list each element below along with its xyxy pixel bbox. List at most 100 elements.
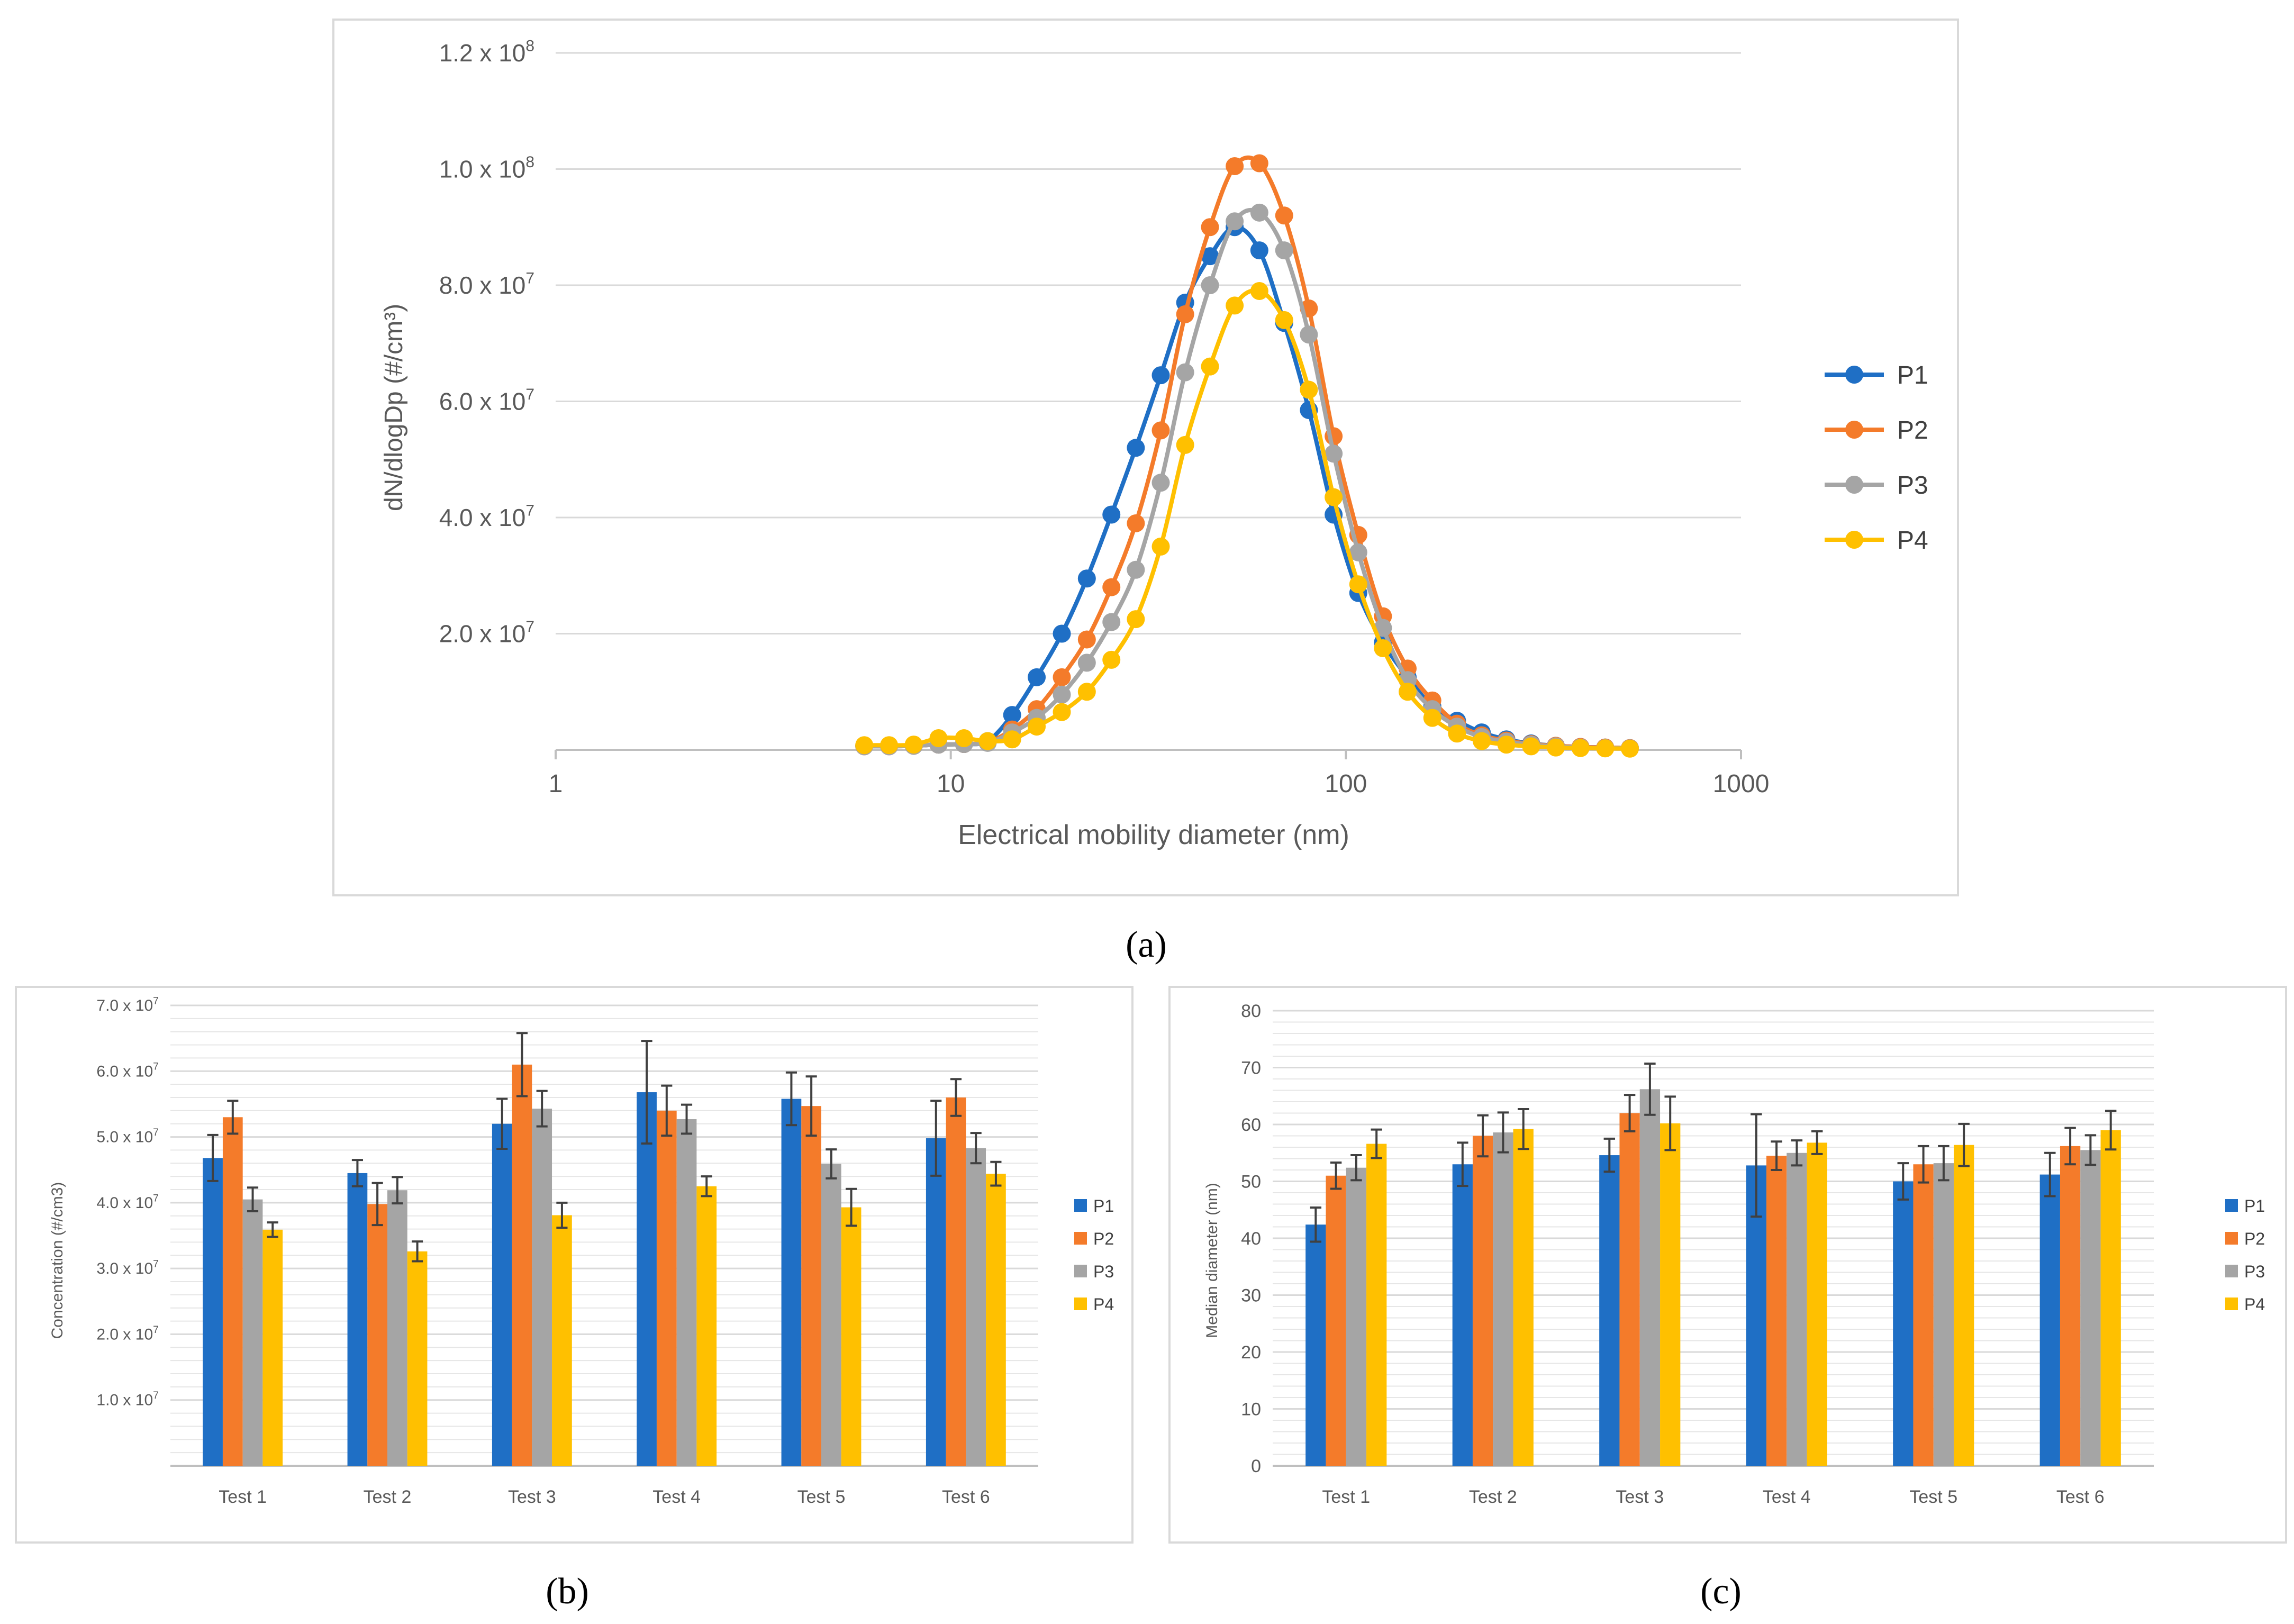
chart-c-error-bar-P2 [1771,1140,1782,1171]
chart-b-error-bar-P2 [950,1078,962,1117]
chart-b-error-bar-P1 [785,1071,797,1127]
chart-b-bar-P1 [203,1158,223,1466]
chart-a-frame [332,19,1959,896]
chart-a-point-P3 [1300,325,1318,344]
chart-a-point-P2 [1127,514,1145,532]
chart-b-legend-label-P2: P2 [1093,1229,1114,1248]
chart-b-bar-P2 [946,1097,966,1466]
chart-a-legend-label-P3: P3 [1897,471,1928,500]
chart-b-error-bar-P3 [536,1090,548,1128]
chart-a-y-tick-label-mantissa: 2.0 x 10 [439,620,526,648]
chart-b-x-tick-label: Test 2 [364,1487,412,1507]
chart-a-y-tick-label: 2.0 x 107 [439,618,534,647]
chart-b-error-bar-P1 [930,1100,942,1177]
chart-a-y-tick-label-mantissa: 4.0 x 10 [439,504,526,531]
chart-a-point-P1 [1201,247,1219,266]
chart-b-y-tick-label-mantissa: 4.0 x 10 [96,1194,153,1212]
chart-b-bar-P3 [387,1190,407,1466]
chart-c-legend: P1 P2 P3 P4 [2225,1196,2265,1314]
chart-b-error-bar-P1 [641,1040,652,1145]
chart-b-bar-P2 [801,1106,821,1466]
chart-b-legend-swatch-P1 [1074,1199,1087,1212]
chart-a-point-P1 [1053,624,1071,643]
chart-c-error-bar-P1 [1751,1113,1762,1218]
chart-a-point-P3 [1325,444,1343,463]
chart-a-point-P2 [1077,630,1096,649]
chart-a-legend-marker-P1 [1845,366,1863,384]
chart-a-point-P3 [1151,474,1170,492]
chart-b-bar-P2 [656,1110,677,1466]
chart-b-error-bar-P2 [661,1084,673,1137]
chart-b-error-bar-P2 [227,1100,239,1135]
chart-a-point-P4 [955,729,973,748]
chart-a-point-P4 [1325,488,1343,506]
chart-c-error-bar-P3 [1350,1154,1362,1182]
chart-a-x-tick-label: 10 [937,770,965,798]
chart-a-point-P1 [1102,505,1121,524]
chart-b-error-bar-P3 [826,1148,837,1180]
chart-c-error-bar-P2 [2064,1127,2076,1166]
chart-a-y-tick-label: 1.2 x 108 [439,38,534,67]
chart-c-y-ticks: 0 10 20 30 40 50 60 70 80 [1241,1001,1261,1476]
chart-b-bar-P4 [552,1215,572,1466]
chart-a-point-P4 [1473,732,1491,750]
chart-c-error-bar-P3 [1644,1062,1656,1116]
chart-b-legend-swatch-P4 [1074,1298,1087,1310]
chart-c-x-tick-label: Test 6 [2056,1487,2105,1507]
chart-b-y-tick-label: 1.0 x 107 [96,1390,159,1409]
chart-a-point-P4 [1003,730,1021,749]
chart-a-point-P2 [1275,206,1293,225]
chart-c-error-bar-P3 [1938,1145,1950,1182]
chart-a-legend-label-P2: P2 [1897,416,1928,444]
chart-c-x-ticks: Test 1 Test 2 Test 3 Test 4 Test 5 Test 6 [1322,1487,2104,1507]
chart-b-error-bar-P4 [701,1175,712,1197]
chart-b-bar-P1 [347,1173,368,1466]
chart-a-point-P4 [904,736,923,754]
chart-b-bars [203,1032,1006,1466]
chart-c-error-bar-P1 [1457,1141,1468,1187]
chart-c-y-tick-label: 60 [1241,1115,1261,1135]
chart-a-x-ticks: 1 10 100 1000 [549,750,1769,798]
chart-c-legend-swatch-P2 [2225,1232,2238,1245]
chart-b-error-bar-P3 [970,1132,982,1165]
chart-c-x-tick-label: Test 1 [1322,1487,1370,1507]
chart-a-point-P4 [1300,380,1318,399]
chart-b-bar-P1 [781,1099,802,1466]
chart-c-error-bar-P4 [1371,1128,1382,1159]
chart-c-error-bar-P4 [1664,1095,1676,1151]
chart-a-point-P4 [1226,296,1244,315]
chart-a-point-P4 [1053,703,1071,721]
chart-a-point-P4 [1077,683,1096,701]
chart-b-bar-P4 [407,1251,428,1466]
chart-c-bar-P2 [1472,1136,1493,1466]
chart-c-error-bar-P1 [1603,1137,1616,1173]
chart-c-bar-P4 [1513,1129,1534,1466]
caption-c: (c) [1700,1571,1742,1612]
chart-b-error-bar-P4 [267,1221,278,1238]
chart-b-error-bar-P4 [556,1201,568,1229]
chart-b-y-tick-label-mantissa: 5.0 x 10 [96,1129,153,1146]
chart-a-y-tick-label-exponent: 7 [525,386,534,403]
chart-b-y-axis-label: Concentration (#/cm3) [49,1182,66,1339]
chart-c-bar-P4 [2100,1130,2121,1466]
chart-b-error-bar-P4 [412,1240,423,1263]
chart-a-point-P3 [1077,654,1096,672]
chart-c-error-bar-P2 [1917,1145,1929,1184]
chart-b-bar-P3 [532,1109,552,1466]
chart-b-error-bar-P3 [392,1176,403,1205]
chart-c-error-bar-P4 [1517,1108,1529,1150]
chart-c-legend-label-P1: P1 [2244,1196,2265,1215]
chart-c-bar-P2 [1913,1164,1934,1466]
chart-b-y-tick-label-mantissa: 1.0 x 10 [96,1392,153,1409]
chart-b-x-tick-label: Test 6 [942,1487,990,1507]
chart-a-point-P3 [1201,276,1219,294]
chart-a-point-P3 [1349,543,1367,561]
chart-c-bar-P2 [1619,1113,1640,1466]
chart-a-point-P1 [1003,706,1021,724]
chart-a-y-tick-label: 4.0 x 107 [439,502,534,531]
chart-a-point-P1 [1151,366,1170,385]
chart-a-point-P2 [1250,154,1268,173]
chart-a-point-P4 [1571,739,1590,757]
chart-b-y-tick-label-exponent: 7 [153,1192,159,1204]
